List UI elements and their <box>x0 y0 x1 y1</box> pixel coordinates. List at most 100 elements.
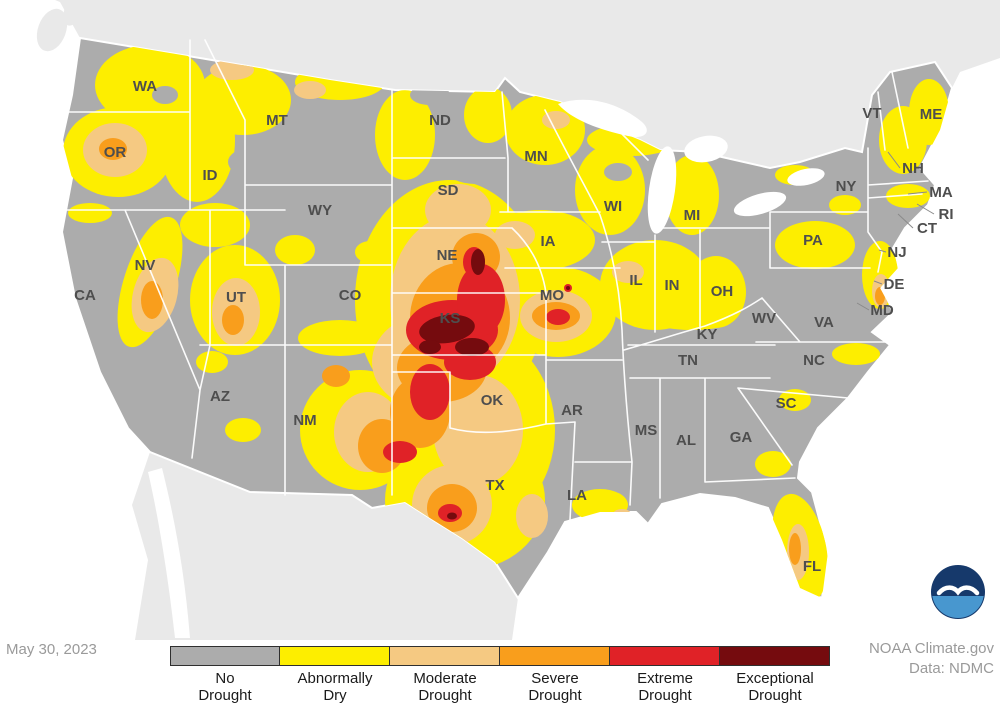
drought-legend: No Drought Abnormally Dry Moderate Drought Sev… <box>0 646 1000 705</box>
state-label-ia: IA <box>541 233 556 250</box>
lake-michigan <box>647 146 677 234</box>
state-label-az: AZ <box>210 388 230 405</box>
noaa-logo-ocean <box>932 596 984 618</box>
legend-label: Severe Drought <box>528 670 582 705</box>
state-label-nd: ND <box>429 112 451 129</box>
legend-item-moderate-drought: Moderate Drought <box>390 646 500 705</box>
state-label-me: ME <box>920 106 943 123</box>
state-label-id: ID <box>203 167 218 184</box>
state-label-ks: KS <box>440 310 461 327</box>
state-label-nc: NC <box>803 352 825 369</box>
legend-item-severe-drought: Severe Drought <box>500 646 610 705</box>
state-label-tx: TX <box>485 477 504 494</box>
state-label-ri: RI <box>939 206 954 223</box>
state-label-nm: NM <box>293 412 316 429</box>
state-label-nj: NJ <box>887 244 906 261</box>
callout-line-md <box>856 302 870 311</box>
callout-line-ri <box>916 203 935 215</box>
legend-swatch <box>610 646 720 666</box>
state-labels: WA OR ID MT WY NV CA UT AZ NM CO ND SD NE KS OK TX MN IA MO… <box>74 78 953 575</box>
lake-ontario <box>787 168 825 186</box>
state-label-wv: WV <box>752 310 776 327</box>
background-landmass <box>36 0 1000 640</box>
vancouver-island <box>36 8 68 52</box>
callout-line-nj <box>878 249 887 253</box>
noaa-logo <box>931 565 985 619</box>
state-label-mn: MN <box>524 148 547 165</box>
state-label-va: VA <box>814 314 834 331</box>
legend-swatch <box>390 646 500 666</box>
lake-erie <box>733 191 787 217</box>
drought-layer-no-drought-patches <box>152 85 632 203</box>
legend-row: No Drought Abnormally Dry Moderate Drought Sev… <box>170 646 830 705</box>
attribution-data: Data: NDMC <box>908 660 994 678</box>
state-label-wa: WA <box>133 78 157 95</box>
legend-swatch <box>280 646 390 666</box>
state-label-wi: WI <box>604 198 622 215</box>
drought-layer-exceptional <box>419 249 570 520</box>
attribution: NOAA Climate.gov Data: NDMC <box>869 639 994 680</box>
state-label-ms: MS <box>635 422 658 439</box>
state-label-mi: MI <box>684 207 701 224</box>
callout-line-ma <box>907 191 928 195</box>
legend-item-extreme-drought: Extreme Drought <box>610 646 720 705</box>
coastal-island <box>63 0 81 26</box>
state-label-pa: PA <box>803 232 823 249</box>
state-label-al: AL <box>676 432 696 449</box>
state-label-nh: NH <box>902 160 924 177</box>
state-label-sc: SC <box>776 395 797 412</box>
state-label-ar: AR <box>561 402 583 419</box>
callout-line-nh <box>887 151 901 169</box>
legend-item-exceptional-drought: Exceptional Drought <box>720 646 830 705</box>
state-label-ct: CT <box>917 220 937 237</box>
state-label-ut: UT <box>226 289 246 306</box>
state-label-co: CO <box>339 287 362 304</box>
state-label-ne: NE <box>437 247 458 264</box>
great-lakes <box>558 99 825 234</box>
state-label-ga: GA <box>730 429 753 446</box>
state-label-de: DE <box>884 276 905 293</box>
legend-item-abnormally-dry: Abnormally Dry <box>280 646 390 705</box>
legend-swatch <box>500 646 610 666</box>
legend-label: Moderate Drought <box>413 670 477 705</box>
state-borders <box>59 39 929 521</box>
state-label-ny: NY <box>836 178 857 195</box>
attribution-source: NOAA Climate.gov <box>868 640 994 657</box>
state-label-in: IN <box>665 277 680 294</box>
lake-superior <box>558 99 647 137</box>
state-label-or: OR <box>104 144 127 161</box>
state-label-ok: OK <box>481 392 504 409</box>
state-label-mo: MO <box>540 287 564 304</box>
legend-label: No Drought <box>198 670 252 705</box>
legend-item-no-drought: No Drought <box>170 646 280 705</box>
callout-line-ct <box>897 213 914 229</box>
callout-line-de <box>873 280 883 285</box>
state-label-la: LA <box>567 487 587 504</box>
legend-swatch <box>720 646 830 666</box>
state-label-tn: TN <box>678 352 698 369</box>
legend-swatch <box>170 646 280 666</box>
state-label-ma: MA <box>929 184 952 201</box>
map-date: May 30, 2023 <box>6 641 97 658</box>
state-label-oh: OH <box>711 283 734 300</box>
state-label-md: MD <box>870 302 893 319</box>
state-label-wy: WY <box>308 202 332 219</box>
legend-label: Abnormally Dry <box>297 670 373 705</box>
state-label-mt: MT <box>266 112 288 129</box>
state-label-ca: CA <box>74 287 96 304</box>
state-label-sd: SD <box>438 182 459 199</box>
canada-landmass <box>55 0 1000 168</box>
noaa-logo-gull <box>936 585 980 596</box>
mexico-landmass <box>132 452 518 640</box>
gulf-of-california <box>148 468 190 638</box>
legend-label: Exceptional Drought <box>736 670 814 705</box>
state-label-fl: FL <box>803 558 821 575</box>
state-label-nv: NV <box>135 257 156 274</box>
legend-label: Extreme Drought <box>637 670 693 705</box>
state-label-il: IL <box>629 272 642 289</box>
us-drought-map: WA OR ID MT WY NV CA UT AZ NM CO ND SD NE KS OK TX MN IA MO… <box>36 0 1000 640</box>
state-label-ky: KY <box>697 326 718 343</box>
state-label-vt: VT <box>862 105 881 122</box>
lake-huron <box>684 135 728 163</box>
